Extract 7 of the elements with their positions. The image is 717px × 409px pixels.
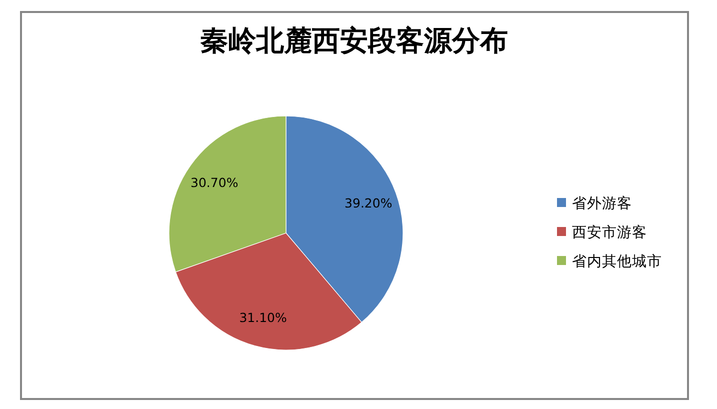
legend-label: 西安市游客	[572, 224, 647, 241]
data-label: 30.70%	[190, 174, 238, 190]
legend-label: 省内其他城市	[572, 253, 662, 270]
data-label: 39.20%	[344, 195, 392, 210]
data-label: 31.10%	[239, 310, 288, 326]
chart-title: 秦岭北麓西安段客源分布	[200, 24, 508, 57]
legend-label: 省外游客	[572, 195, 632, 212]
